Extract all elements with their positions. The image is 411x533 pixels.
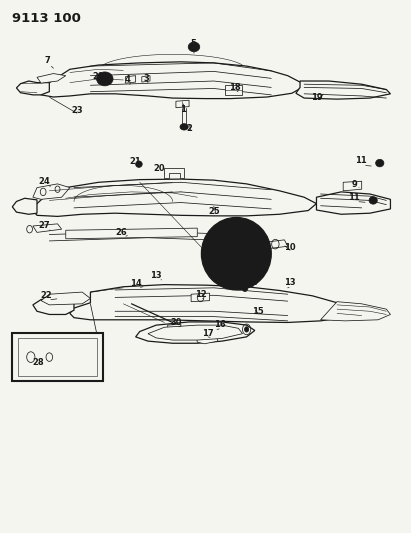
Text: 13: 13 [284, 278, 296, 287]
Text: 26: 26 [115, 229, 127, 237]
Circle shape [242, 284, 248, 292]
Text: 23: 23 [72, 106, 83, 115]
Text: 24: 24 [39, 177, 50, 185]
Polygon shape [33, 296, 74, 314]
Polygon shape [33, 184, 70, 199]
Text: 29: 29 [92, 72, 104, 81]
Text: 11: 11 [355, 157, 367, 165]
Ellipse shape [180, 124, 188, 130]
Text: 15: 15 [252, 308, 264, 316]
Polygon shape [148, 325, 242, 340]
Text: 16: 16 [214, 320, 226, 328]
Text: 21: 21 [129, 157, 141, 166]
Text: 8: 8 [203, 257, 208, 265]
Polygon shape [70, 285, 353, 322]
Polygon shape [37, 62, 304, 99]
Text: 2: 2 [186, 125, 192, 133]
Text: 30: 30 [171, 318, 182, 327]
Text: 14: 14 [130, 279, 141, 288]
Polygon shape [18, 338, 97, 376]
Polygon shape [33, 179, 316, 216]
Text: 12: 12 [195, 290, 206, 298]
Polygon shape [321, 302, 390, 321]
Polygon shape [125, 76, 136, 83]
Text: 3: 3 [143, 74, 149, 83]
Text: 7: 7 [44, 56, 50, 64]
Text: 19: 19 [311, 93, 322, 101]
Polygon shape [41, 292, 90, 305]
Text: 6: 6 [251, 278, 257, 287]
Text: 18: 18 [229, 83, 241, 92]
Polygon shape [12, 198, 37, 214]
Polygon shape [225, 85, 242, 95]
Polygon shape [176, 100, 189, 108]
Text: 20: 20 [154, 165, 165, 173]
Polygon shape [191, 293, 210, 302]
Polygon shape [196, 329, 218, 344]
Text: 9: 9 [351, 180, 357, 189]
Text: 27: 27 [39, 221, 50, 230]
Ellipse shape [97, 72, 113, 86]
Circle shape [245, 327, 249, 332]
Polygon shape [316, 192, 390, 214]
Polygon shape [66, 228, 197, 239]
Text: 11: 11 [349, 193, 360, 201]
Text: 25: 25 [209, 207, 220, 215]
Text: 10: 10 [284, 244, 296, 252]
Polygon shape [33, 224, 62, 232]
Text: 5: 5 [190, 39, 196, 48]
Ellipse shape [201, 217, 271, 290]
Polygon shape [164, 168, 184, 178]
Ellipse shape [369, 197, 377, 204]
FancyBboxPatch shape [12, 333, 103, 381]
Text: 22: 22 [40, 292, 52, 300]
Ellipse shape [188, 42, 200, 52]
Ellipse shape [376, 159, 384, 167]
Text: 1: 1 [180, 106, 186, 114]
Text: 4: 4 [125, 76, 130, 84]
Ellipse shape [136, 161, 142, 167]
Polygon shape [16, 81, 49, 95]
Text: 9113 100: 9113 100 [12, 12, 81, 25]
Text: 13: 13 [150, 271, 162, 280]
Text: 17: 17 [202, 329, 214, 337]
Polygon shape [296, 81, 390, 99]
Polygon shape [37, 74, 66, 83]
Text: 28: 28 [32, 358, 44, 367]
Polygon shape [136, 322, 255, 343]
